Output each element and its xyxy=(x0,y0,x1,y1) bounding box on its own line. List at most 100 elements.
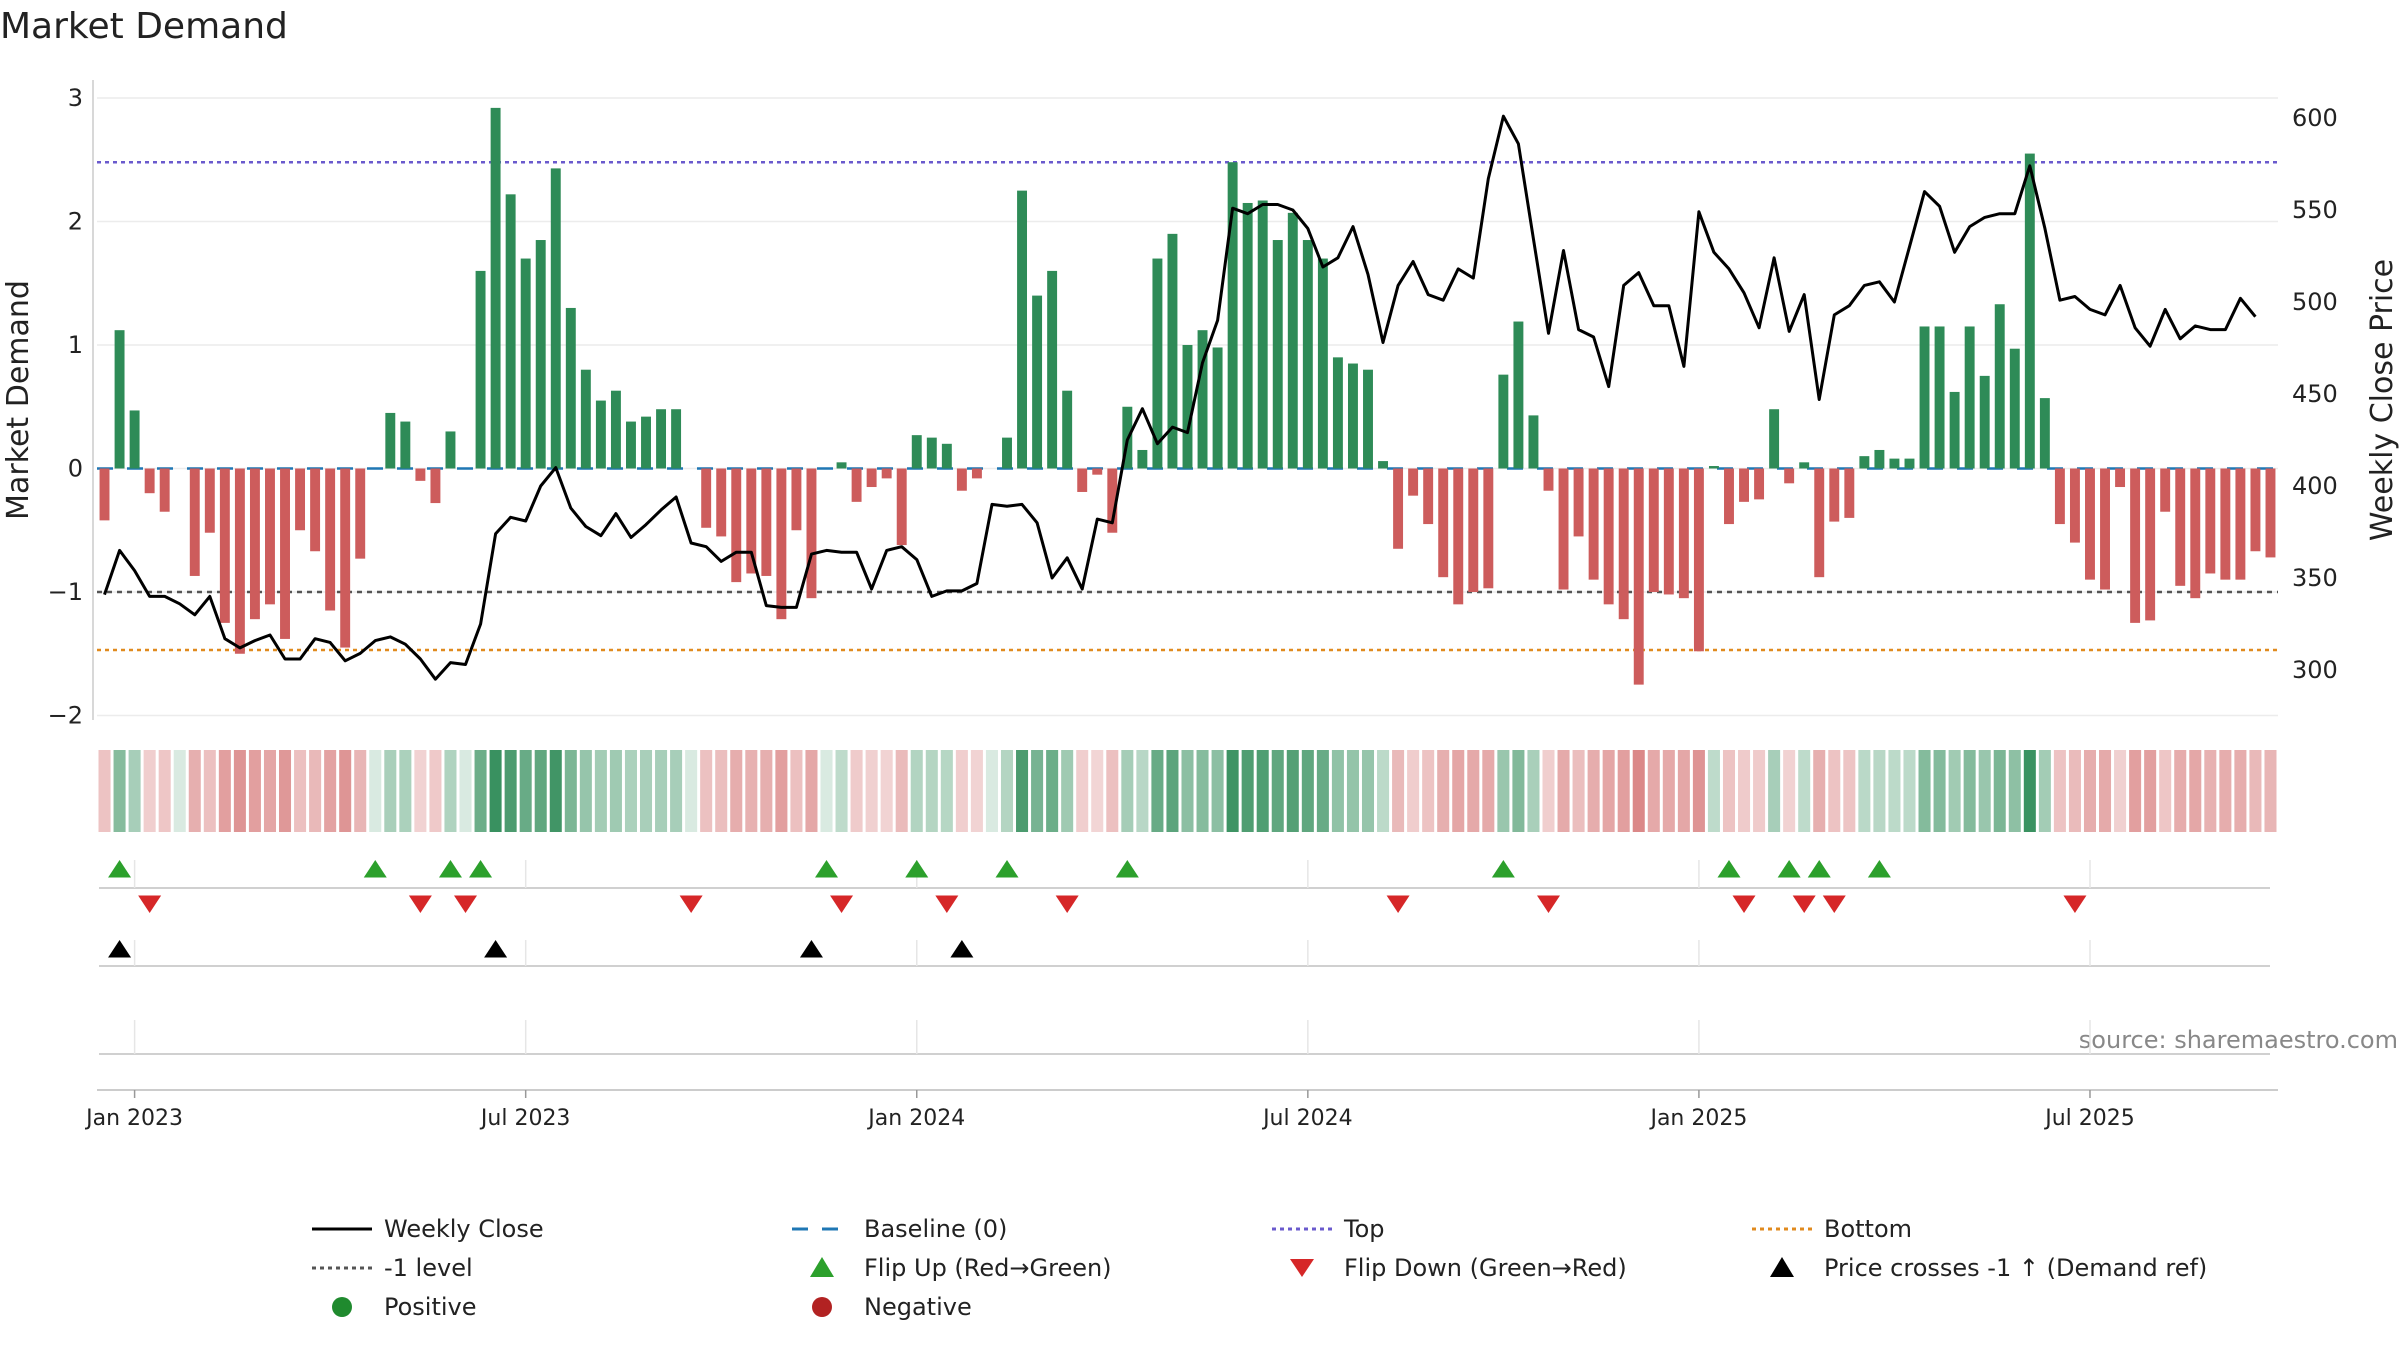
demand-bar xyxy=(2160,468,2171,512)
demand-bar xyxy=(2145,468,2156,621)
demand-bar xyxy=(1558,468,1569,590)
heatmap-cell xyxy=(294,750,307,832)
demand-bar xyxy=(956,468,967,491)
heatmap-cell xyxy=(1617,750,1630,832)
heatmap-cell xyxy=(910,750,923,832)
left-tick-label: 1 xyxy=(68,331,83,359)
demand-bar xyxy=(340,468,351,648)
heatmap-cell xyxy=(1136,750,1149,832)
heatmap-cell xyxy=(745,750,758,832)
heatmap-cell xyxy=(2249,750,2262,832)
price-layer xyxy=(103,114,2257,681)
demand-bar xyxy=(1784,468,1795,484)
heatmap-cell xyxy=(1256,750,1269,832)
demand-bar xyxy=(1032,295,1043,469)
demand-bar xyxy=(866,468,877,488)
demand-bar xyxy=(1393,468,1404,549)
heatmap-cell xyxy=(279,750,292,832)
demand-bar xyxy=(355,468,366,559)
heatmap-cell xyxy=(2008,750,2021,832)
demand-bar xyxy=(1332,357,1343,469)
flip-down-marker xyxy=(408,895,432,913)
demand-bar xyxy=(310,468,321,552)
heatmap-cell xyxy=(1211,750,1224,832)
heatmap-cell xyxy=(790,750,803,832)
heatmap-cell xyxy=(655,750,668,832)
legend-swatch xyxy=(810,1257,834,1277)
demand-bar xyxy=(1212,347,1223,469)
heatmap-cell xyxy=(1121,750,1134,832)
flip-up-marker xyxy=(1807,860,1831,878)
heatmap-cell xyxy=(1181,750,1194,832)
demand-bar xyxy=(2085,468,2095,580)
heatmap-cell xyxy=(173,750,186,832)
heatmap-cell xyxy=(2023,750,2036,832)
demand-bar xyxy=(535,240,546,469)
demand-bar xyxy=(2235,468,2246,580)
demand-bar xyxy=(490,107,501,469)
heatmap-cell xyxy=(594,750,607,832)
left-tick-label: −2 xyxy=(48,702,83,730)
demand-bar xyxy=(1693,468,1704,652)
demand-bar xyxy=(836,462,847,469)
heatmap-cell xyxy=(564,750,577,832)
heatmap-cell xyxy=(309,750,322,832)
heatmap-cell xyxy=(2053,750,2066,832)
heatmap-cell xyxy=(1437,750,1450,832)
demand-bar xyxy=(565,307,576,469)
demand-bar xyxy=(701,468,712,528)
flip-down-marker xyxy=(454,895,478,913)
heatmap-cell xyxy=(1331,750,1344,832)
heatmap-cell xyxy=(2189,750,2202,832)
demand-bar xyxy=(400,421,411,469)
demand-bar xyxy=(1197,330,1208,469)
demand-bar xyxy=(1678,468,1689,599)
flip-up-marker xyxy=(1717,860,1741,878)
demand-bar xyxy=(1979,375,1990,469)
demand-bar xyxy=(626,421,636,469)
heatmap-cell xyxy=(489,750,502,832)
legend: Weekly Close Baseline (0) Top Bottom -1 leve… xyxy=(312,1215,2207,1321)
right-axis-ticks: 600 550 500 450 400 350 300 xyxy=(2292,104,2338,684)
demand-bar xyxy=(1152,258,1163,469)
heatmap-cell xyxy=(414,750,427,832)
demand-bar xyxy=(1648,468,1659,592)
legend-label: Baseline (0) xyxy=(864,1215,1007,1243)
legend-item: Weekly Close xyxy=(312,1215,544,1243)
demand-bar xyxy=(1513,321,1524,469)
heatmap-cell xyxy=(970,750,983,832)
heatmap-cell xyxy=(2038,750,2051,832)
heatmap-cell xyxy=(384,750,397,832)
heatmap-cell xyxy=(248,750,261,832)
demand-bar xyxy=(2205,468,2216,574)
heatmap-cell xyxy=(1467,750,1480,832)
date-tick-label: Jul 2025 xyxy=(2043,1106,2135,1131)
heatmap-cell xyxy=(534,750,547,832)
demand-bar xyxy=(2265,468,2276,558)
demand-bar xyxy=(896,468,907,546)
heatmap-cell xyxy=(1076,750,1089,832)
demand-bar xyxy=(204,468,215,533)
heatmap-cell xyxy=(1166,750,1179,832)
heatmap-cell xyxy=(609,750,622,832)
heatmap-cell xyxy=(760,750,773,832)
heatmap-cell xyxy=(1542,750,1555,832)
heatmap-cell xyxy=(263,750,276,832)
heatmap-cell xyxy=(128,750,141,832)
demand-bar xyxy=(761,468,772,576)
demand-bar xyxy=(1468,468,1479,592)
demand-bar xyxy=(580,369,591,469)
heatmap-cell xyxy=(895,750,908,832)
heatmap-cell xyxy=(1196,750,1209,832)
legend-item: Flip Up (Red→Green) xyxy=(810,1254,1112,1282)
heatmap-cell xyxy=(1031,750,1044,832)
demand-bar xyxy=(2009,348,2020,469)
heatmap-cell xyxy=(1858,750,1871,832)
demand-bar xyxy=(1002,437,1012,469)
demand-bar xyxy=(1814,468,1825,578)
price-cross-marker xyxy=(108,940,132,958)
heatmap-cell xyxy=(1572,750,1585,832)
demand-bar xyxy=(731,468,742,583)
price-cross-marker xyxy=(950,940,974,958)
legend-swatch xyxy=(332,1297,352,1317)
